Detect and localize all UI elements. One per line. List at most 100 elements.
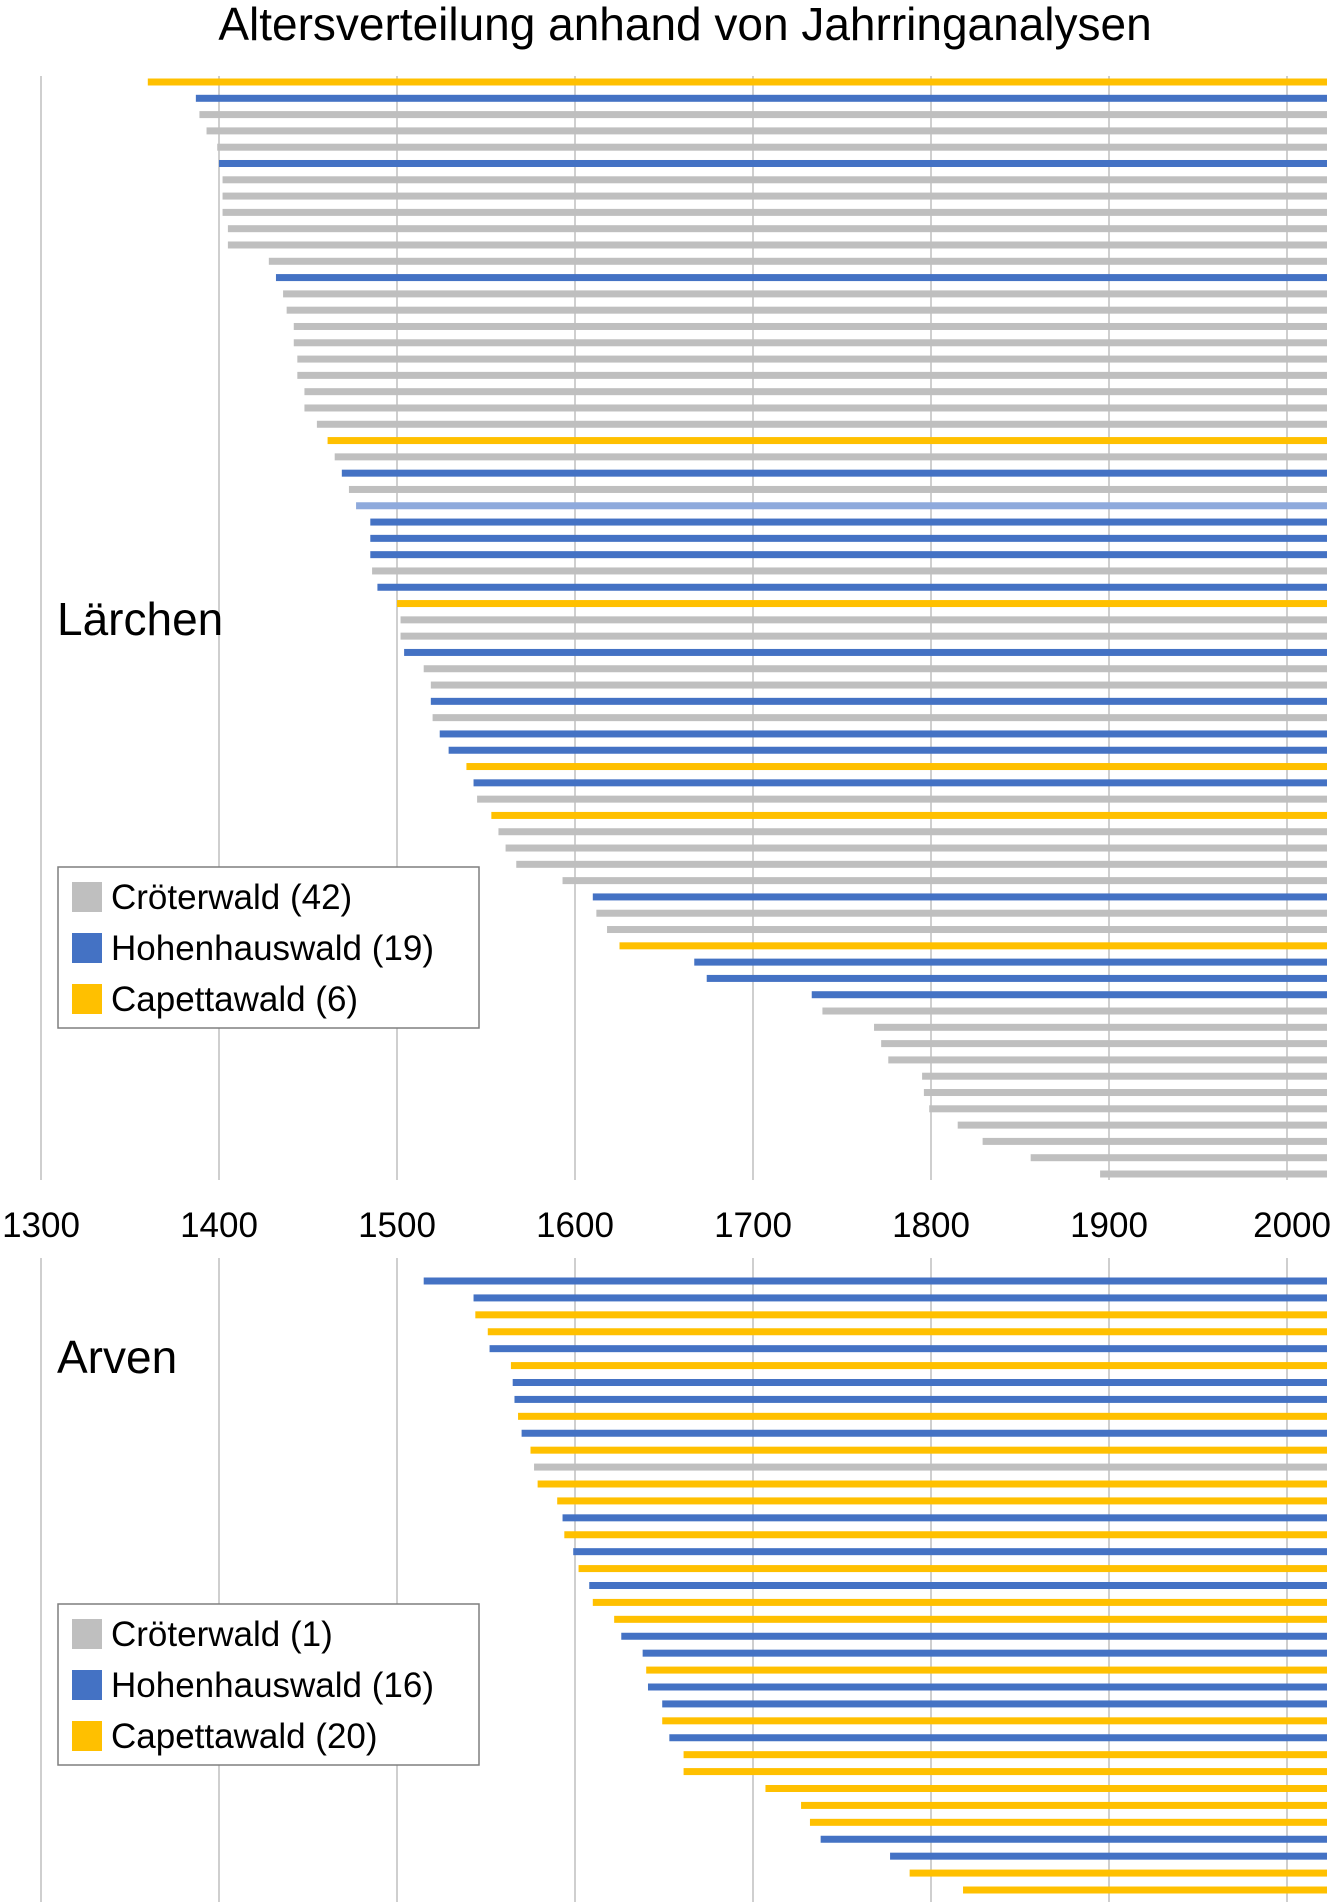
laerchen-bar-4: [206, 127, 1327, 135]
x-tick-label-1400: 1400: [180, 1206, 258, 1245]
laerchen-bar-22: [316, 420, 1327, 428]
laerchen-bar-59: [874, 1023, 1327, 1031]
legend-laerchen: Cröterwald (42) Hohenhauswald (19) Capetta…: [57, 866, 480, 1029]
laerchen-bar-16: [293, 322, 1327, 330]
laerchen-bar-9: [222, 208, 1327, 216]
laerchen-bar-1: [147, 78, 1327, 86]
laerchen-bar-43: [466, 763, 1327, 771]
laerchen-bar-62: [922, 1072, 1327, 1080]
arven-bar-10: [521, 1429, 1327, 1437]
panel-label-arven: Arven: [57, 1331, 177, 1383]
laerchen-bar-13: [275, 274, 1328, 282]
laerchen-bar-50: [562, 877, 1327, 885]
laerchen-bar-37: [423, 665, 1327, 673]
arven-bar-20: [592, 1598, 1327, 1606]
laerchen-bar-5: [217, 143, 1328, 151]
laerchen-bar-20: [304, 388, 1327, 396]
laerchen-bar-49: [516, 860, 1327, 868]
laerchen-bar-18: [297, 355, 1327, 363]
arven-bar-26: [662, 1700, 1327, 1708]
arven-bar-34: [820, 1835, 1327, 1843]
laerchen-bar-39: [430, 697, 1327, 705]
arven-bar-28: [669, 1734, 1327, 1742]
arven-bar-4: [487, 1328, 1327, 1336]
laerchen-bar-6: [219, 159, 1327, 167]
laerchen-bar-15: [286, 306, 1327, 314]
arven-bar-9: [518, 1412, 1327, 1420]
arven-legend-box: [57, 1603, 480, 1766]
laerchen-bar-19: [297, 371, 1327, 379]
laerchen-bar-41: [439, 730, 1328, 738]
laerchen-bar-68: [1100, 1170, 1327, 1178]
laerchen-bar-53: [607, 926, 1327, 934]
laerchen-bar-40: [432, 714, 1328, 722]
laerchen-bar-21: [304, 404, 1327, 412]
arven-bar-18: [578, 1565, 1327, 1573]
laerchen-bar-12: [268, 257, 1328, 265]
laerchen-bar-45: [477, 795, 1328, 803]
laerchen-bar-25: [341, 469, 1327, 477]
arven-bar-17: [573, 1548, 1327, 1556]
arven-bar-24: [646, 1666, 1327, 1674]
laerchen-bar-7: [222, 176, 1327, 184]
laerchen-legend-swatch-3: [72, 984, 102, 1014]
arven-bar-36: [909, 1869, 1327, 1877]
panel-label-laerchen: Lärchen: [57, 593, 223, 645]
laerchen-bar-27: [356, 502, 1327, 510]
arven-bar-29: [683, 1751, 1327, 1759]
laerchen-bars: [147, 78, 1328, 1178]
laerchen-bar-44: [473, 779, 1327, 787]
x-tick-label-2000: 2000: [1253, 1206, 1331, 1245]
chart-title: Altersverteilung anhand von Jahrringanal…: [218, 0, 1151, 50]
arven-bar-6: [510, 1362, 1327, 1370]
laerchen-legend-label-2: Hohenhauswald (19): [111, 929, 434, 968]
x-tick-label-1300: 1300: [2, 1206, 80, 1245]
arven-bar-21: [614, 1615, 1327, 1623]
legend-arven: Cröterwald (1) Hohenhauswald (16) Capettaw…: [57, 1603, 480, 1766]
laerchen-bar-32: [377, 583, 1327, 591]
laerchen-bar-35: [400, 632, 1327, 640]
laerchen-bar-29: [370, 534, 1327, 542]
laerchen-bar-60: [881, 1040, 1327, 1048]
laerchen-bar-54: [619, 942, 1327, 950]
arven-legend-label-2: Hohenhauswald (16): [111, 1666, 434, 1705]
arven-bar-31: [765, 1785, 1327, 1792]
arven-legend-label-3: Capettawald (20): [111, 1717, 378, 1756]
arven-bar-19: [589, 1582, 1327, 1589]
arven-legend-swatch-2: [72, 1670, 102, 1700]
arven-bar-1: [423, 1277, 1327, 1285]
laerchen-bar-63: [923, 1089, 1327, 1097]
laerchen-bar-58: [822, 1007, 1327, 1015]
laerchen-bar-31: [372, 567, 1328, 575]
laerchen-bar-57: [811, 991, 1327, 999]
arven-bar-25: [647, 1683, 1327, 1691]
laerchen-legend-swatch-2: [72, 933, 102, 963]
laerchen-bar-52: [596, 909, 1327, 917]
laerchen-bar-64: [929, 1105, 1327, 1113]
laerchen-bar-11: [227, 241, 1327, 249]
laerchen-bar-33: [397, 600, 1327, 608]
laerchen-bar-65: [957, 1121, 1327, 1129]
arven-bar-27: [662, 1717, 1327, 1725]
laerchen-bar-23: [327, 437, 1328, 445]
laerchen-bar-28: [370, 518, 1327, 526]
laerchen-bar-38: [430, 681, 1327, 689]
x-tick-label-1600: 1600: [536, 1206, 614, 1245]
x-axis-tick-labels: 1300 1400 1500 1600 1700 1800 1900 2000: [2, 1206, 1331, 1245]
arven-bar-15: [562, 1514, 1327, 1522]
laerchen-bar-66: [982, 1137, 1327, 1145]
laerchen-bar-17: [293, 339, 1327, 347]
laerchen-bar-36: [404, 648, 1327, 656]
arven-bar-5: [489, 1345, 1327, 1353]
laerchen-legend-label-1: Cröterwald (42): [111, 878, 352, 917]
laerchen-bar-8: [222, 192, 1327, 200]
laerchen-bar-42: [448, 746, 1327, 754]
arven-bar-32: [801, 1801, 1327, 1809]
arven-bar-35: [890, 1852, 1327, 1860]
arven-bar-7: [512, 1379, 1327, 1386]
laerchen-bar-55: [694, 958, 1327, 966]
laerchen-legend-box: [57, 866, 480, 1029]
arven-bar-13: [537, 1480, 1327, 1488]
arven-bar-23: [642, 1649, 1327, 1657]
